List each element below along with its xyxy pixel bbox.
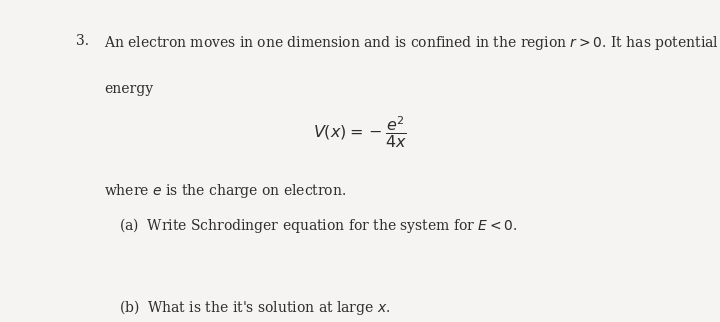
- Text: (a)  Write Schrodinger equation for the system for $E < 0$.: (a) Write Schrodinger equation for the s…: [119, 216, 517, 235]
- Text: where $e$ is the charge on electron.: where $e$ is the charge on electron.: [104, 182, 346, 200]
- Text: (b)  What is the it's solution at large $x$.: (b) What is the it's solution at large $…: [119, 298, 390, 317]
- Text: An electron moves in one dimension and is confined in the region $r > 0$. It has: An electron moves in one dimension and i…: [104, 34, 719, 52]
- Text: 3.: 3.: [76, 34, 89, 48]
- Text: energy: energy: [104, 82, 153, 96]
- Text: $V(x) = -\dfrac{e^2}{4x}$: $V(x) = -\dfrac{e^2}{4x}$: [313, 114, 407, 150]
